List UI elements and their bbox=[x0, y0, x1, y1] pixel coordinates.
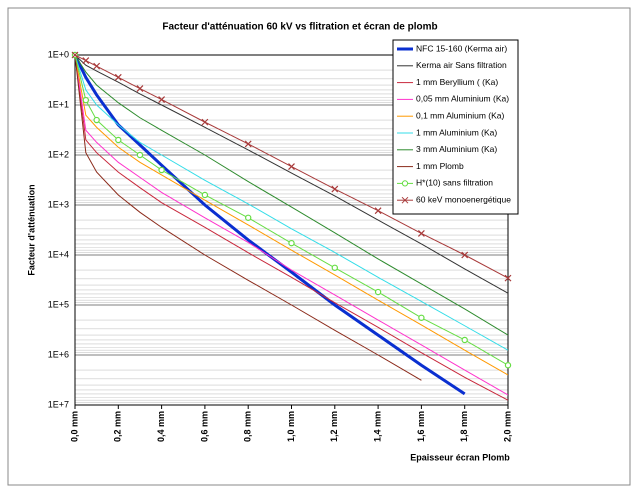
series-line bbox=[75, 55, 508, 279]
y-tick-label: 1E+6 bbox=[48, 349, 69, 359]
legend-label: 60 keV monoenergétique bbox=[416, 194, 511, 204]
marker bbox=[201, 118, 209, 126]
marker bbox=[288, 239, 295, 247]
x-tick-label: 2,0 mm bbox=[502, 411, 512, 442]
x-axis-label: Epaisseur écran Plomb bbox=[410, 452, 510, 462]
x-tick-label: 0,0 mm bbox=[69, 411, 79, 442]
legend-label: 1 mm Beryllium ( (Ka) bbox=[416, 77, 498, 87]
series-line bbox=[75, 55, 508, 376]
legend-label: 1 mm Plomb bbox=[416, 161, 464, 171]
x-tick-label: 1,0 mm bbox=[286, 411, 296, 442]
y-tick-label: 1E+3 bbox=[48, 199, 69, 209]
y-tick-label: 1E+5 bbox=[48, 299, 69, 309]
marker bbox=[374, 288, 382, 296]
y-tick-label: 1E+1 bbox=[48, 99, 69, 109]
marker bbox=[331, 185, 339, 193]
marker bbox=[331, 264, 338, 271]
series-line bbox=[75, 55, 508, 294]
legend-marker bbox=[401, 196, 409, 204]
legend-label: 0,05 mm Aluminium (Ka) bbox=[416, 94, 509, 104]
chart-title: Facteur d'atténuation 60 kV vs flitratio… bbox=[162, 22, 437, 33]
x-tick-label: 0,8 mm bbox=[243, 411, 253, 442]
marker bbox=[461, 336, 468, 344]
series-line bbox=[75, 55, 508, 396]
chart-frame bbox=[7, 7, 631, 486]
legend-label: 0,1 mm Aluminium (Ka) bbox=[416, 110, 504, 120]
y-tick-label: 1E+4 bbox=[48, 249, 69, 259]
legend-label: Kerma air Sans filtration bbox=[416, 60, 507, 70]
marker bbox=[136, 151, 144, 159]
legend-label: 1 mm Aluminium (Ka) bbox=[416, 127, 497, 137]
marker bbox=[418, 314, 425, 321]
legend-label: H*(10) sans filtration bbox=[416, 178, 493, 188]
y-tick-label: 1E+7 bbox=[48, 399, 69, 409]
marker bbox=[82, 57, 90, 64]
x-tick-label: 1,8 mm bbox=[459, 411, 469, 442]
series-line bbox=[75, 55, 508, 336]
x-tick-label: 0,2 mm bbox=[113, 411, 123, 442]
series-line bbox=[75, 55, 508, 351]
x-tick-label: 1,6 mm bbox=[416, 411, 426, 442]
marker bbox=[114, 73, 122, 81]
marker bbox=[461, 251, 469, 259]
series-line bbox=[75, 55, 508, 401]
marker bbox=[158, 166, 165, 174]
legend-label: NFC 15-160 (Kerma air) bbox=[416, 43, 507, 53]
x-tick-label: 1,4 mm bbox=[372, 411, 382, 442]
marker bbox=[71, 51, 79, 59]
x-tick-label: 1,2 mm bbox=[329, 411, 339, 442]
marker bbox=[136, 85, 144, 93]
series-line bbox=[75, 55, 422, 381]
legend-box bbox=[392, 39, 519, 215]
y-axis-label: Facteur d'atténuation bbox=[26, 184, 36, 275]
marker bbox=[201, 191, 209, 199]
marker bbox=[244, 214, 252, 221]
series-line bbox=[75, 55, 466, 396]
marker bbox=[158, 96, 166, 104]
marker bbox=[244, 140, 252, 148]
series-line bbox=[75, 55, 508, 366]
marker bbox=[93, 62, 101, 70]
marker bbox=[288, 163, 295, 170]
x-tick-label: 0,6 mm bbox=[199, 411, 209, 442]
legend-label: 3 mm Aluminium (Ka) bbox=[416, 144, 497, 154]
marker bbox=[82, 96, 90, 104]
marker bbox=[417, 229, 425, 237]
marker bbox=[374, 207, 382, 215]
y-tick-label: 1E+2 bbox=[48, 149, 69, 159]
x-tick-label: 0,4 mm bbox=[156, 411, 166, 442]
plot-area bbox=[74, 54, 509, 406]
marker bbox=[504, 362, 512, 369]
legend-marker bbox=[401, 180, 409, 187]
y-tick-label: 1E+0 bbox=[48, 49, 69, 59]
marker bbox=[115, 136, 122, 144]
marker bbox=[93, 116, 100, 124]
marker bbox=[504, 274, 512, 282]
